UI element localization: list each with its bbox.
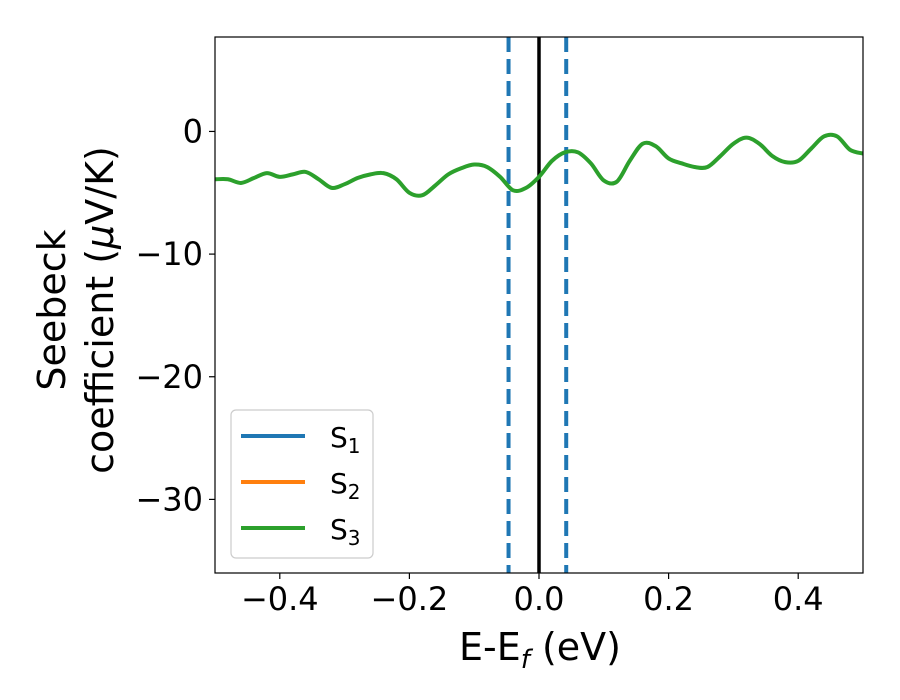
- y-tick-label-3: −30: [135, 480, 203, 518]
- x-axis-label-unit: (eV): [530, 625, 621, 669]
- legend-label-name-0: S: [330, 421, 348, 454]
- x-axis-ticks: −0.4 −0.2 0.0 0.2 0.4: [241, 573, 824, 618]
- y-axis-label: Seebeck coefficient (μV/K): [30, 146, 122, 474]
- legend-label-sub-0: 1: [348, 434, 361, 458]
- y-axis-label-line2: coefficient (μV/K): [78, 146, 122, 474]
- series-line-2: [214, 132, 864, 198]
- y-axis-label-line1: Seebeck: [30, 229, 74, 390]
- y-axis-label-prefix: coefficient (: [78, 249, 122, 474]
- legend-label-1: S2: [330, 467, 361, 504]
- y-axis-ticks: 0 −10 −20 −30: [135, 112, 215, 518]
- x-tick-label-4: 0.4: [773, 580, 824, 618]
- y-axis-label-mu: μ: [78, 225, 122, 250]
- x-axis-label-main: E-E: [459, 625, 521, 669]
- legend-label-sub-1: 2: [348, 480, 361, 504]
- y-axis-label-suffix: V/K): [78, 146, 122, 225]
- legend-label-name-2: S: [330, 513, 348, 546]
- legend-label-0: S1: [330, 421, 361, 458]
- series-lines: [214, 132, 864, 198]
- y-tick-label-2: −20: [135, 358, 203, 396]
- vertical-lines: [506, 37, 569, 573]
- x-tick-label-1: −0.2: [371, 580, 449, 618]
- y-tick-label-1: −10: [135, 235, 203, 273]
- legend-label-sub-2: 3: [348, 526, 361, 550]
- legend-label-2: S3: [330, 513, 361, 550]
- legend-label-name-1: S: [330, 467, 348, 500]
- x-tick-label-0: −0.4: [241, 580, 319, 618]
- x-tick-label-2: 0.0: [514, 580, 565, 618]
- x-axis-label: E-Ef (eV): [459, 625, 621, 675]
- y-tick-label-0: 0: [183, 112, 203, 150]
- x-tick-label-3: 0.2: [643, 580, 694, 618]
